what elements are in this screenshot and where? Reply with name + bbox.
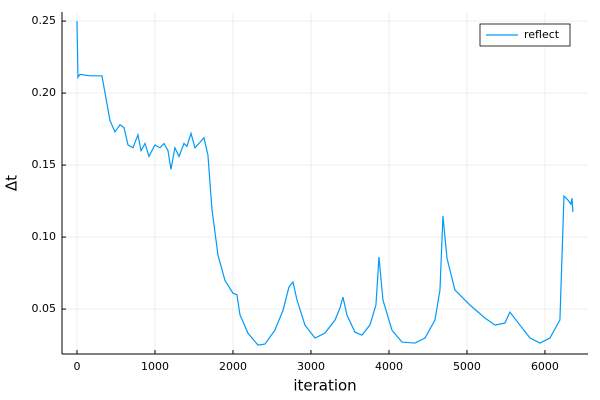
y-tick-label: 0.20 [32, 86, 57, 99]
x-tick-label: 4000 [375, 360, 403, 373]
y-tick-label: 0.25 [32, 14, 57, 27]
legend-label: reflect [524, 28, 560, 41]
y-tick-label: 0.15 [32, 158, 57, 171]
y-tick-label: 0.10 [32, 230, 57, 243]
x-tick-label: 6000 [531, 360, 559, 373]
x-tick-label: 5000 [453, 360, 481, 373]
y-axis-label: Δt [3, 175, 21, 191]
x-tick-label: 0 [73, 360, 80, 373]
x-axis-label: iteration [293, 377, 356, 395]
y-tick-label: 0.05 [32, 302, 57, 315]
x-tick-label: 2000 [219, 360, 247, 373]
data-line [76, 21, 574, 346]
x-tick-label: 3000 [297, 360, 325, 373]
legend-box [479, 23, 571, 47]
x-tick-label: 1000 [141, 360, 169, 373]
